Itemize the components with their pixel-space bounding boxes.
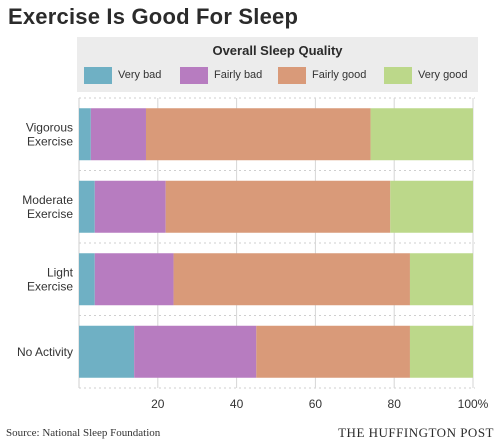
- bar-segment: [173, 253, 410, 306]
- x-tick-label: 20: [151, 397, 165, 411]
- x-tick-label: 40: [230, 397, 244, 411]
- bar-segment: [79, 253, 95, 306]
- category-label: No Activity: [17, 345, 73, 359]
- legend-item-fairly-good: Fairly good: [278, 66, 366, 84]
- x-tick-label: 80: [388, 397, 402, 411]
- bar-segment: [145, 108, 371, 161]
- bar-segment: [165, 180, 391, 233]
- category-label-line: No Activity: [17, 345, 73, 359]
- bar-segment: [90, 108, 146, 161]
- legend: Overall Sleep Quality Very bad Fairly ba…: [77, 37, 478, 92]
- bar-segment: [409, 253, 473, 306]
- bar-segment: [409, 325, 473, 378]
- source-note: Source: National Sleep Foundation: [6, 427, 161, 439]
- category-label: Vigorous Exercise: [26, 120, 73, 148]
- legend-label: Very bad: [118, 69, 162, 81]
- bar-segment: [94, 253, 174, 306]
- legend-items: Very bad Fairly bad Fairly good Very goo…: [77, 66, 478, 84]
- legend-item-very-bad: Very bad: [84, 66, 161, 84]
- legend-item-fairly-bad: Fairly bad: [180, 66, 262, 84]
- legend-swatch: [384, 66, 412, 84]
- legend-label: Very good: [418, 69, 468, 81]
- bar-segment: [134, 325, 257, 378]
- bar-segment: [94, 180, 166, 233]
- bar-segment: [256, 325, 410, 378]
- category-label-line: Vigorous: [26, 120, 73, 134]
- category-label-line: Exercise: [27, 134, 73, 148]
- category-label: Moderate Exercise: [22, 193, 73, 221]
- category-label: Light Exercise: [27, 265, 74, 293]
- category-label-line: Exercise: [27, 279, 73, 293]
- bar-segment: [79, 325, 135, 378]
- legend-swatch: [84, 66, 112, 84]
- legend-title: Overall Sleep Quality: [212, 43, 343, 58]
- bar-segment: [370, 108, 473, 161]
- category-label-line: Moderate: [22, 193, 73, 207]
- bar-segment: [79, 108, 91, 161]
- chart-title: Exercise Is Good For Sleep: [8, 4, 299, 29]
- publisher-logo: THE HUFFINGTON POST: [338, 425, 494, 440]
- bar-segment: [390, 180, 473, 233]
- legend-swatch: [278, 66, 306, 84]
- bar-segment: [79, 180, 95, 233]
- x-tick-label: 100%: [458, 397, 489, 411]
- category-label-line: Exercise: [27, 207, 73, 221]
- legend-swatch: [180, 66, 208, 84]
- legend-label: Fairly good: [312, 69, 367, 81]
- x-tick-label: 60: [309, 397, 323, 411]
- legend-label: Fairly bad: [214, 69, 263, 81]
- legend-item-very-good: Very good: [384, 66, 468, 84]
- category-label-line: Light: [47, 265, 74, 279]
